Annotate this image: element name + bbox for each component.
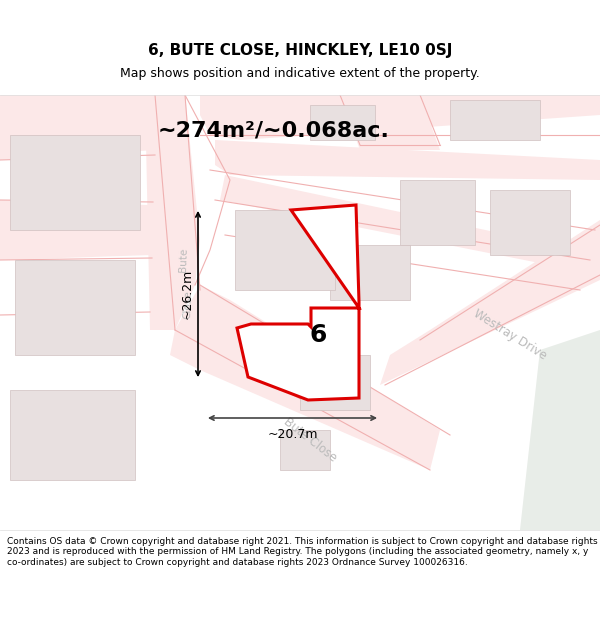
Text: 6, BUTE CLOSE, HINCKLEY, LE10 0SJ: 6, BUTE CLOSE, HINCKLEY, LE10 0SJ — [148, 42, 452, 58]
Polygon shape — [0, 95, 155, 160]
Text: Map shows position and indicative extent of the property.: Map shows position and indicative extent… — [120, 66, 480, 79]
Text: ~274m²/~0.068ac.: ~274m²/~0.068ac. — [158, 120, 390, 140]
Bar — [300, 355, 370, 410]
Polygon shape — [380, 220, 600, 385]
Text: Bute: Bute — [178, 248, 188, 272]
Bar — [490, 190, 570, 255]
Polygon shape — [237, 205, 359, 400]
Bar — [330, 245, 410, 300]
Polygon shape — [145, 95, 200, 330]
Polygon shape — [215, 140, 600, 180]
Text: ~26.2m: ~26.2m — [181, 269, 194, 319]
Text: Bute Close: Bute Close — [281, 416, 339, 464]
Polygon shape — [340, 95, 440, 150]
Polygon shape — [0, 200, 152, 260]
Polygon shape — [220, 175, 580, 270]
Bar — [400, 180, 475, 245]
Text: Westray Drive: Westray Drive — [471, 308, 549, 362]
Bar — [10, 135, 140, 230]
Text: ~20.7m: ~20.7m — [267, 428, 318, 441]
Bar — [450, 100, 540, 140]
Polygon shape — [170, 285, 440, 470]
Bar — [310, 105, 375, 140]
Polygon shape — [520, 330, 600, 530]
Bar — [280, 430, 330, 470]
Text: 6: 6 — [310, 323, 326, 347]
Text: Contains OS data © Crown copyright and database right 2021. This information is : Contains OS data © Crown copyright and d… — [7, 537, 598, 567]
Bar — [10, 390, 135, 480]
Polygon shape — [200, 95, 600, 140]
Bar — [235, 210, 335, 290]
Text: Close: Close — [182, 291, 193, 319]
Bar — [15, 260, 135, 355]
